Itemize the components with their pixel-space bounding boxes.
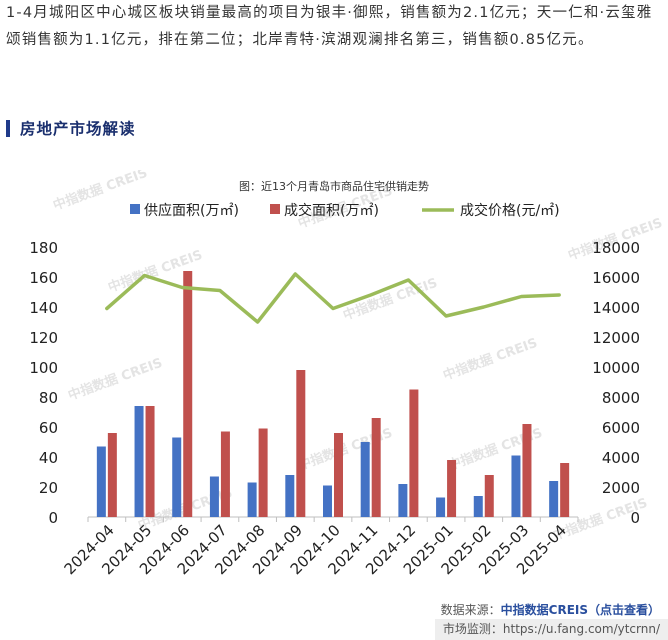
y-left-tick-label: 40 [39, 449, 58, 467]
y-right-tick-label: 2000 [602, 479, 640, 497]
y-left-tick-label: 0 [48, 509, 58, 527]
deal-bar [183, 271, 193, 517]
legend-swatch-2 [270, 204, 280, 214]
deal-bar [447, 460, 457, 517]
supply-bar [134, 406, 144, 517]
supply-bar [398, 484, 408, 517]
deal-bar [371, 418, 381, 517]
y-left-tick-label: 160 [29, 269, 58, 287]
deal-bar [409, 389, 419, 517]
y-left-tick-label: 100 [29, 359, 58, 377]
intro-paragraph: 1-4月城阳区中心城区板块销量最高的项目为银丰·御熙，销售额为2.1亿元；天一仁… [6, 5, 653, 48]
watermark-text: 中指数据 CREIS [441, 335, 540, 384]
y-left-tick-label: 120 [29, 329, 58, 347]
supply-sales-chart: 中指数据 CREIS 中指数据 CREIS 中指数据 CREIS 中指数据 CREIS… [0, 165, 668, 600]
y-left-tick-label: 60 [39, 419, 58, 437]
y-right-tick-label: 6000 [602, 419, 640, 437]
supply-bar [323, 485, 332, 517]
section-heading-bar [6, 119, 10, 137]
deal-bar [522, 424, 532, 517]
y-left-tick-label: 140 [29, 299, 58, 317]
data-source: 数据来源：中指数据CREIS（点击查看） [441, 601, 660, 618]
section-heading: 房地产市场解读 [6, 116, 136, 140]
deal-bar [560, 463, 570, 517]
supply-bar [209, 476, 219, 517]
data-source-prefix: 数据来源： [440, 603, 501, 617]
supply-bar [549, 481, 559, 517]
y-right-tick-label: 12000 [592, 329, 640, 347]
legend-label-2: 成交面积(万㎡) [284, 202, 379, 219]
watermark-text: 中指数据 CREIS [66, 355, 165, 404]
y-right-tick-label: 18000 [592, 239, 640, 257]
supply-bar [360, 442, 370, 517]
y-right-tick-label: 8000 [602, 389, 640, 407]
price-line [105, 272, 561, 324]
y-right-tick-label: 10000 [592, 359, 640, 377]
y-right-tick-label: 14000 [592, 299, 640, 317]
legend-label-1: 供应面积(万㎡) [144, 202, 239, 219]
deal-bar [334, 433, 343, 517]
supply-bar [96, 446, 106, 517]
y-left-tick-label: 80 [39, 389, 58, 407]
y-left-tick-label: 20 [39, 479, 58, 497]
supply-bar [511, 455, 521, 517]
y-right-tick-label: 0 [630, 509, 640, 527]
deal-bar [258, 428, 268, 517]
data-source-link[interactable]: 中指数据CREIS（点击查看） [500, 603, 660, 617]
market-monitor-link[interactable]: 市场监测：https://u.fang.com/ytcrnn/ [434, 619, 668, 640]
y-right-tick-label: 16000 [592, 269, 640, 287]
supply-bar [172, 437, 182, 517]
deal-bar [484, 475, 494, 517]
deal-bar [296, 370, 306, 517]
legend-swatch-1 [130, 204, 140, 214]
section-heading-text: 房地产市场解读 [20, 120, 136, 138]
supply-bar [436, 497, 446, 517]
supply-bar [247, 482, 257, 517]
deal-bar [107, 433, 117, 517]
y-left-tick-label: 180 [29, 239, 58, 257]
legend-label-3: 成交价格(元/㎡) [460, 202, 560, 219]
deal-bar [220, 431, 230, 517]
y-right-tick-label: 4000 [602, 449, 640, 467]
deal-bar [145, 406, 155, 517]
supply-bar [285, 475, 295, 517]
chart-title: 图：近13个月青岛市商品住宅供销走势 [239, 179, 429, 193]
supply-bar [473, 496, 483, 517]
